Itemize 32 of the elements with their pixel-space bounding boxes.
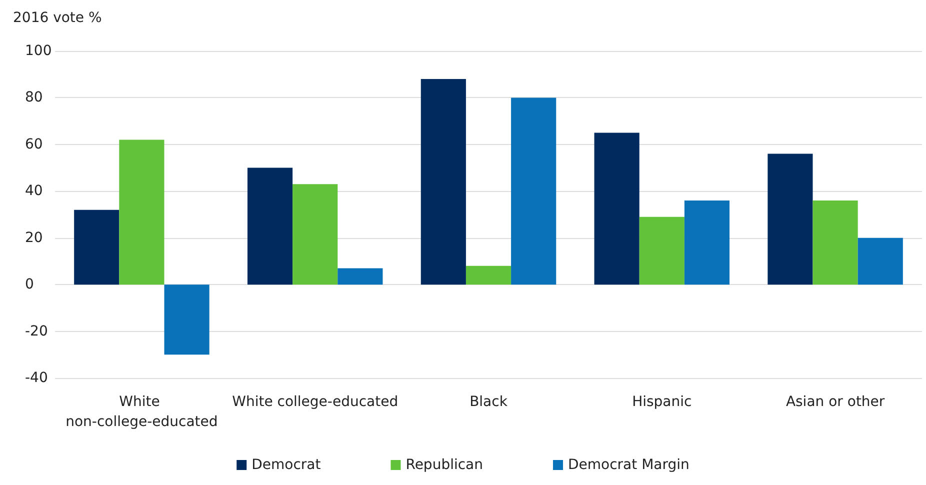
y-tick-label: 0 (25, 276, 34, 293)
y-tick-label: 20 (25, 230, 43, 246)
y-axis-title: 2016 vote % (13, 10, 102, 26)
bar (812, 200, 858, 285)
bar (74, 210, 120, 285)
bar (684, 200, 730, 285)
y-tick-label: 100 (25, 43, 52, 59)
bar (420, 79, 466, 285)
bar (594, 132, 640, 285)
bar (466, 266, 512, 285)
y-tick-label: 60 (25, 136, 43, 152)
bar (768, 154, 813, 285)
y-tick-label: 40 (25, 183, 43, 200)
bar (338, 268, 383, 285)
bar (247, 168, 293, 285)
bar (858, 238, 903, 285)
legend-label: Democrat (252, 457, 322, 473)
y-tick-label: 80 (25, 90, 43, 106)
x-tick-label: Black (470, 394, 508, 410)
bar (639, 216, 684, 285)
x-tick-label: White college-educated (232, 394, 398, 410)
x-tick-label: Hispanic (632, 394, 692, 410)
x-tick-label: Asian or other (786, 394, 885, 410)
x-tick-label: White non-college-educated (66, 394, 218, 430)
y-tick-label: -40 (25, 370, 48, 386)
legend-label: Republican (406, 457, 484, 473)
bar (119, 140, 164, 285)
y-tick-label: -20 (25, 323, 48, 340)
legend-label: Democrat Margin (568, 457, 690, 473)
bar (292, 184, 338, 285)
bar (164, 284, 210, 355)
bar (511, 98, 556, 285)
